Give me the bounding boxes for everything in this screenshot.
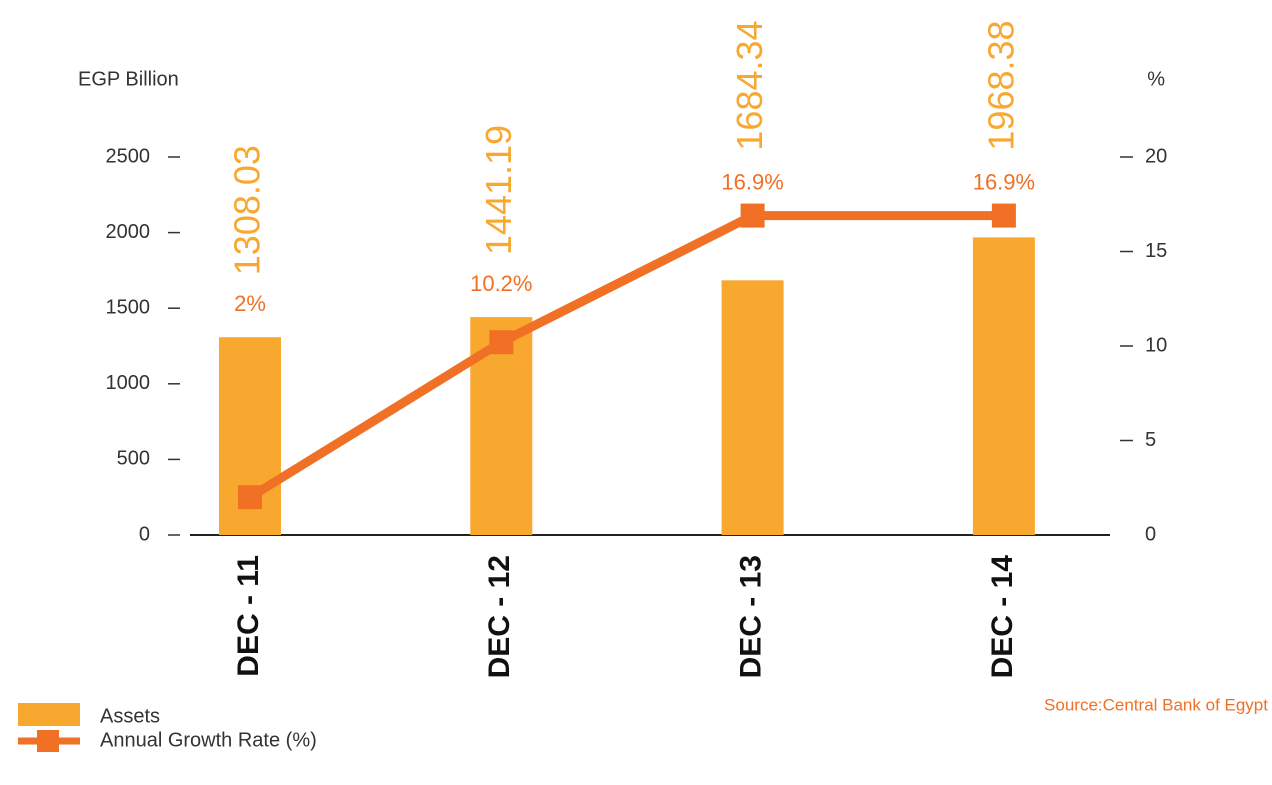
line-marker [991,203,1016,228]
x-tick-label: DEC - 12 [483,555,516,678]
bar-value-label: 1441.19 [478,125,519,255]
bar [721,280,784,535]
legend-swatch [37,730,59,752]
bar [972,237,1035,535]
line-marker [740,203,765,228]
y-tick-label: 2000 [106,221,151,243]
bar-value-label: 1684.34 [729,20,770,150]
source: Source:Central Bank of Egypt [1044,695,1268,714]
y2-tick-label: 20 [1145,145,1167,167]
y-tick-label: 0 [139,523,150,545]
y-tick-label: 500 [117,448,150,470]
legend-swatch [18,703,80,726]
x-tick-label: DEC - 11 [232,555,265,677]
line-value-label: 10.2% [470,271,532,296]
x-tick-label: DEC - 14 [986,555,1019,679]
y2-tick-label: 10 [1145,334,1167,356]
line-value-label: 16.9% [721,169,783,194]
line [247,211,1004,502]
y2-tick-label: 5 [1145,429,1156,451]
y-axis-label: EGP Billion [78,68,179,90]
y2-tick-label: 0 [1145,523,1156,545]
bar-value-label: 1968.38 [980,20,1021,150]
line-marker [489,330,514,355]
x-tick-label: DEC - 13 [735,555,768,678]
y-tick-label: 1000 [106,372,151,394]
y-tick-label: 2500 [106,145,151,167]
line-value-label: 16.9% [973,169,1035,194]
y2-tick-label: 15 [1145,240,1167,262]
legend-label: Assets [100,705,160,727]
line-marker [238,485,262,510]
line-value-label: 2% [234,291,266,316]
y2-axis-label: % [1147,68,1165,90]
bar-value-label: 1308.03 [227,145,268,275]
y-tick-label: 1500 [106,296,151,318]
legend-label: Annual Growth Rate (%) [100,729,317,751]
